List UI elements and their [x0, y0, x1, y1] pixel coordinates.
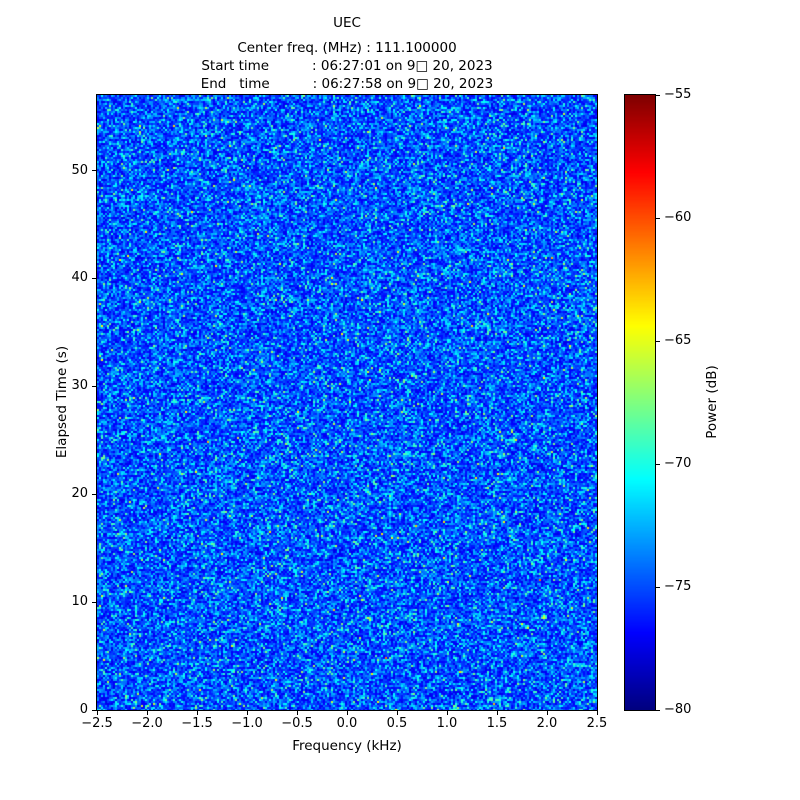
y-tick-label: 10 — [71, 594, 88, 610]
y-tick-mark — [92, 709, 96, 711]
colorbar-tick-mark — [656, 340, 660, 342]
x-tick-mark — [196, 711, 198, 715]
y-tick-label: 30 — [71, 378, 88, 394]
colorbar-tick-label: −65 — [664, 333, 692, 348]
y-tick-mark — [92, 170, 96, 172]
x-tick-label: −1.0 — [231, 716, 263, 731]
x-tick-mark — [296, 711, 298, 715]
y-tick-label: 20 — [71, 486, 88, 502]
start-time-line: Start time : 06:27:01 on 9□ 20, 2023 — [201, 58, 493, 74]
colorbar-tick-label: −75 — [664, 579, 692, 594]
colorbar-tick-label: −60 — [664, 210, 692, 225]
x-tick-label: −2.5 — [81, 716, 113, 731]
x-tick-mark — [96, 711, 98, 715]
colorbar-tick-label: −80 — [664, 702, 692, 717]
x-tick-mark — [246, 711, 248, 715]
y-tick-label: 0 — [79, 702, 88, 717]
x-tick-label: 2.0 — [536, 716, 558, 731]
chart-title: UEC — [333, 15, 361, 31]
colorbar-label: Power (dB) — [704, 365, 720, 439]
x-tick-label: 1.5 — [486, 716, 508, 731]
y-tick-mark — [92, 493, 96, 495]
x-axis-label: Frequency (kHz) — [292, 738, 402, 754]
colorbar-tick-label: −55 — [664, 87, 692, 102]
colorbar-tick-mark — [656, 217, 660, 219]
x-tick-label: 2.5 — [586, 716, 608, 731]
y-axis-label: Elapsed Time (s) — [54, 345, 70, 459]
x-tick-mark — [546, 711, 548, 715]
x-tick-label: −0.5 — [281, 716, 313, 731]
x-tick-mark — [596, 711, 598, 715]
end-time-line: End time : 06:27:58 on 9□ 20, 2023 — [200, 76, 494, 92]
x-tick-mark — [496, 711, 498, 715]
x-tick-label: 1.0 — [436, 716, 458, 731]
colorbar-tick-label: −70 — [664, 456, 692, 471]
colorbar-tick-mark — [656, 709, 660, 711]
colorbar-tick-mark — [656, 94, 660, 96]
x-tick-label: −2.0 — [131, 716, 163, 731]
spectrogram-image — [97, 95, 597, 710]
x-tick-label: −1.5 — [181, 716, 213, 731]
y-tick-label: 40 — [71, 270, 88, 286]
spectrogram-plot-area — [96, 94, 598, 711]
y-tick-mark — [92, 385, 96, 387]
colorbar-tick-mark — [656, 463, 660, 465]
center-freq-line: Center freq. (MHz) : 111.100000 — [237, 40, 457, 56]
colorbar-gradient — [625, 95, 655, 710]
colorbar-tick-mark — [656, 586, 660, 588]
y-tick-label: 50 — [71, 162, 88, 178]
x-tick-mark — [396, 711, 398, 715]
colorbar — [624, 94, 656, 711]
x-tick-mark — [346, 711, 348, 715]
x-tick-label: 0.5 — [386, 716, 408, 731]
x-tick-mark — [446, 711, 448, 715]
x-tick-label: 0.0 — [336, 716, 358, 731]
x-tick-mark — [146, 711, 148, 715]
y-tick-mark — [92, 601, 96, 603]
y-tick-mark — [92, 277, 96, 279]
